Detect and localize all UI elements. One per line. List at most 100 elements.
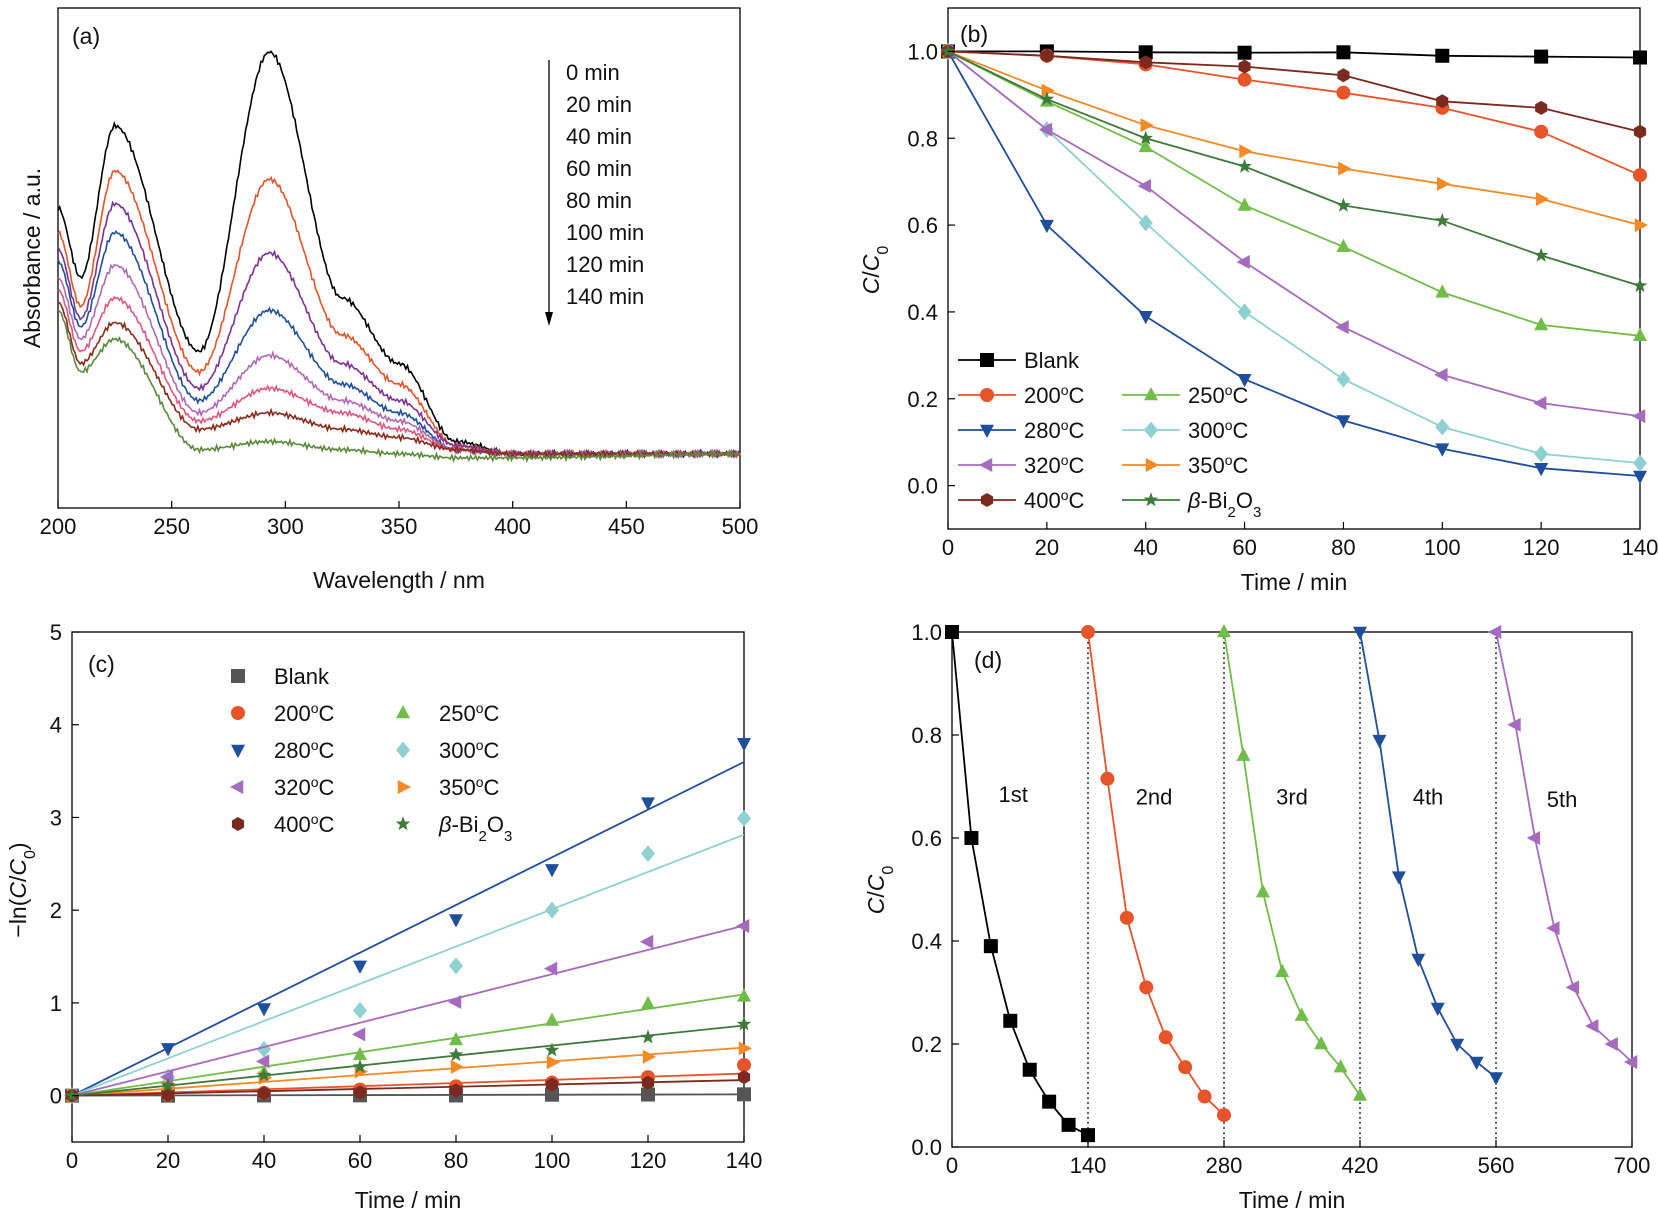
x-tick-label: 140 <box>726 1148 763 1173</box>
data-point <box>1336 45 1351 60</box>
legend-label: 250oC <box>439 700 500 726</box>
legend-label: 400oC <box>274 811 335 837</box>
data-point <box>1237 303 1252 321</box>
legend-marker <box>1145 458 1160 472</box>
panel-c-ticks: 0 20 40 60 80 100 120 140 0 1 2 3 4 5 <box>50 620 763 1173</box>
data-point <box>545 1077 559 1092</box>
x-tick-label: 60 <box>348 1148 372 1173</box>
legend-entry: 40 min <box>566 124 632 149</box>
panel-b-degradation-curves: (b) 0 20 40 60 80 100 120 140 0.0 0.2 0.4 0.6 0.8 1.0… <box>858 7 1658 595</box>
data-point <box>1217 623 1231 638</box>
legend-label: 280oC <box>1024 417 1085 443</box>
panel-d-ticks: 0 140 280 420 560 700 0.0 0.2 0.4 0.6 0.8 1.0 <box>911 620 1650 1178</box>
panel-c-kinetics: (c) 0 20 40 60 80 100 120 140 0 1 2 3 4 5 Blank 200oC 2… <box>5 620 762 1213</box>
data-point <box>353 1001 367 1019</box>
panel-c-label: (c) <box>88 651 115 677</box>
legend-marker <box>978 458 993 472</box>
y-tick-label: 0.0 <box>907 474 938 499</box>
series-line <box>947 50 1641 464</box>
data-point <box>738 1041 753 1056</box>
data-point <box>640 1029 656 1044</box>
data-point <box>1585 1018 1599 1033</box>
series-line <box>947 50 1641 177</box>
data-point <box>737 738 751 752</box>
data-point <box>1633 168 1647 183</box>
y-tick-label: 0.8 <box>907 126 938 151</box>
data-point <box>1081 625 1095 639</box>
data-point <box>161 1087 175 1102</box>
cycle-label: 3rd <box>1276 785 1308 810</box>
data-point <box>1526 831 1541 845</box>
data-point <box>545 1012 559 1026</box>
data-point <box>1535 192 1550 207</box>
data-point <box>353 1085 367 1100</box>
data-point <box>159 1070 174 1085</box>
legend-label: 320oC <box>1024 452 1085 478</box>
data-point <box>1336 370 1351 388</box>
legend-entry: 60 min <box>566 156 632 181</box>
legend-label: 350oC <box>439 774 500 800</box>
data-point <box>1489 1072 1503 1086</box>
data-point <box>544 1042 560 1057</box>
data-point <box>1507 717 1521 732</box>
x-tick-label: 120 <box>630 1148 667 1173</box>
data-point <box>1239 144 1253 159</box>
data-point <box>1336 197 1351 212</box>
panel-a-legend: 0 min 20 min 40 min 60 min 80 min 100 min 120 … <box>566 60 644 309</box>
data-point <box>450 1059 465 1074</box>
data-point <box>642 1049 657 1064</box>
legend-marker <box>1144 421 1158 439</box>
data-point <box>1391 871 1406 885</box>
data-point <box>1534 124 1549 139</box>
data-point <box>1535 100 1548 115</box>
data-point <box>1061 1117 1076 1132</box>
panel-c-x-axis-label: Time / min <box>355 1187 462 1213</box>
data-point <box>353 960 367 974</box>
data-point <box>1534 462 1549 477</box>
data-point <box>351 1027 366 1042</box>
legend-marker <box>980 424 994 439</box>
data-point <box>545 1087 559 1102</box>
data-point <box>160 1077 176 1092</box>
y-tick-label: 2 <box>50 898 62 923</box>
legend-label: 350oC <box>1188 452 1249 478</box>
legend-marker <box>396 741 410 759</box>
x-tick-label: 40 <box>1133 535 1157 560</box>
data-point <box>1275 963 1290 978</box>
legend-marker <box>1143 492 1159 507</box>
data-point <box>1138 214 1153 232</box>
x-tick-label: 100 <box>1424 535 1461 560</box>
data-point <box>1565 980 1579 995</box>
legend-marker <box>229 780 244 794</box>
spectrum-curve <box>57 309 741 464</box>
legend-entry: 0 min <box>566 60 620 85</box>
series-line <box>948 50 1641 59</box>
data-point <box>1631 409 1646 424</box>
data-point <box>1236 254 1250 269</box>
panel-a-x-ticks: 200 250 300 350 400 450 500 <box>40 501 758 539</box>
panel-b-ticks: 0 20 40 60 80 100 120 140 0.0 0.2 0.4 0.6 0.8 1.0 <box>907 39 1658 560</box>
x-tick-label: 350 <box>381 514 418 539</box>
legend-marker <box>980 388 994 402</box>
data-point <box>1633 470 1647 485</box>
data-point <box>1435 443 1450 457</box>
data-point <box>1314 1035 1329 1050</box>
legend-marker <box>980 353 994 367</box>
data-point <box>736 1016 752 1031</box>
data-point <box>1039 91 1055 106</box>
y-tick-label: 0.2 <box>907 387 938 412</box>
data-point <box>1040 48 1053 63</box>
data-point <box>1081 1128 1095 1143</box>
cycle-label: 2nd <box>1136 785 1173 810</box>
y-tick-label: 0.8 <box>911 723 942 748</box>
x-tick-label: 420 <box>1342 1153 1379 1178</box>
data-point <box>1533 396 1547 411</box>
fit-line <box>71 924 745 1097</box>
data-point <box>964 831 979 845</box>
y-tick-label: 1.0 <box>907 39 938 64</box>
data-point <box>1140 118 1154 133</box>
data-point <box>1197 1089 1212 1104</box>
legend-marker <box>980 493 994 507</box>
data-point <box>546 1055 561 1070</box>
legend-label: 400oC <box>1024 487 1085 513</box>
